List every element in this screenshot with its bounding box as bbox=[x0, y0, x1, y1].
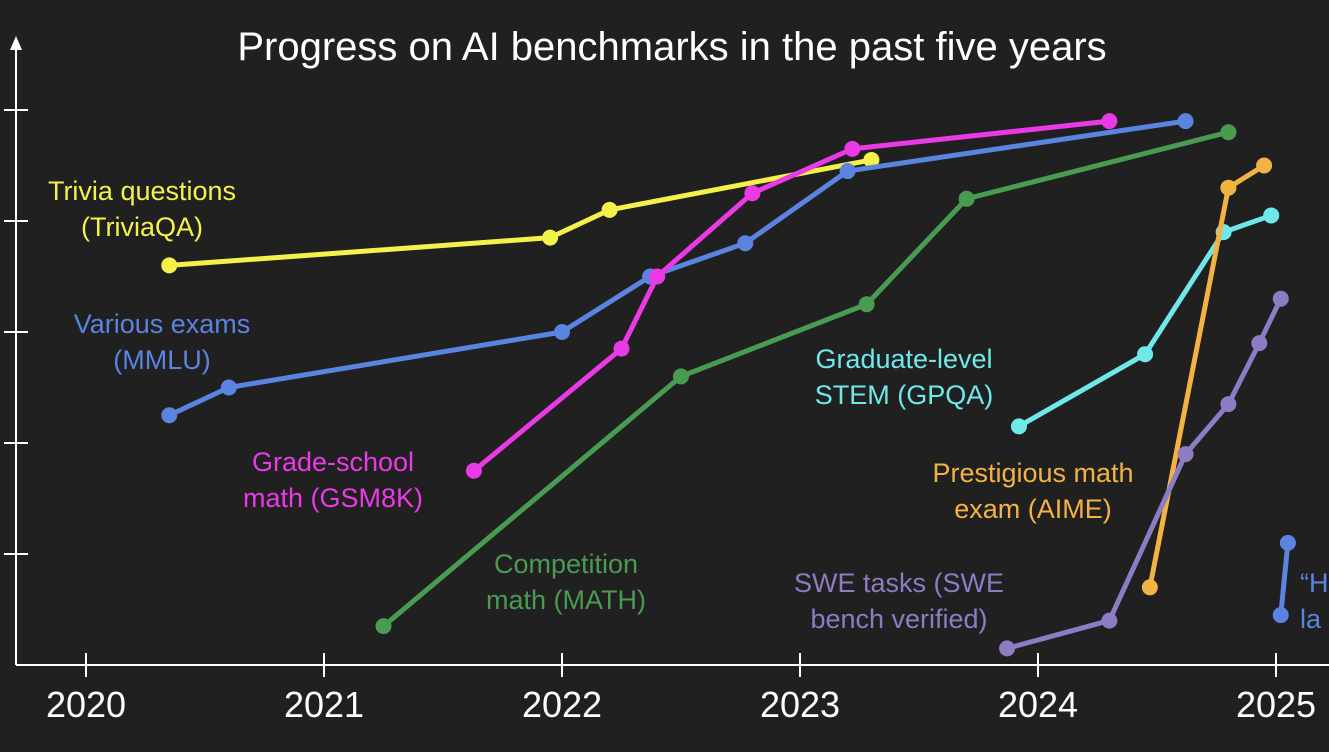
data-point bbox=[863, 151, 880, 168]
data-point bbox=[839, 163, 856, 180]
data-point bbox=[542, 229, 559, 246]
x-tick-label: 2020 bbox=[46, 684, 126, 725]
series-line bbox=[166, 157, 874, 268]
series-7 bbox=[1272, 534, 1296, 624]
series-line bbox=[471, 118, 1112, 474]
chart-title: Progress on AI benchmarks in the past fi… bbox=[237, 25, 1106, 69]
data-point bbox=[1177, 446, 1194, 463]
series-label: Trivia questions bbox=[48, 176, 236, 206]
data-point bbox=[1141, 579, 1158, 596]
data-point bbox=[1220, 124, 1237, 141]
series-label: “H bbox=[1300, 568, 1329, 598]
series-label: (MMLU) bbox=[113, 345, 210, 375]
data-point bbox=[1263, 207, 1280, 224]
data-point bbox=[161, 257, 178, 274]
series-line bbox=[1147, 163, 1267, 590]
series-label: la bbox=[1300, 604, 1322, 634]
data-point bbox=[1101, 113, 1118, 130]
data-point bbox=[1101, 612, 1118, 629]
data-point bbox=[601, 201, 618, 218]
series-label: Competition bbox=[494, 549, 638, 579]
series-labels: Trivia questions (TriviaQA) Various exams (… bbox=[48, 176, 1329, 634]
series-label: bench verified) bbox=[810, 604, 987, 634]
series-3 bbox=[375, 124, 1237, 635]
series-0 bbox=[161, 151, 880, 274]
series-label: Various exams bbox=[74, 309, 251, 339]
data-point bbox=[1279, 534, 1296, 551]
data-point bbox=[649, 268, 666, 285]
x-tick-label: 2024 bbox=[998, 684, 1078, 725]
data-point bbox=[858, 296, 875, 313]
data-point bbox=[844, 140, 861, 157]
x-tick-label: 2021 bbox=[284, 684, 364, 725]
data-point bbox=[1220, 179, 1237, 196]
series-2 bbox=[465, 113, 1118, 479]
series-label: SWE tasks (SWE bbox=[794, 568, 1004, 598]
x-tick-label: 2025 bbox=[1236, 684, 1316, 725]
x-tick-label: 2023 bbox=[760, 684, 840, 725]
data-point bbox=[161, 407, 178, 424]
data-point bbox=[1272, 607, 1289, 624]
series-4 bbox=[1010, 207, 1280, 435]
series-label: STEM (GPQA) bbox=[815, 380, 994, 410]
data-point bbox=[1010, 418, 1027, 435]
data-point bbox=[1256, 157, 1273, 174]
data-point bbox=[737, 235, 754, 252]
series-label: (TriviaQA) bbox=[81, 212, 203, 242]
data-point bbox=[1272, 290, 1289, 307]
data-point bbox=[1137, 346, 1154, 363]
y-axis-arrow bbox=[10, 36, 22, 50]
data-point bbox=[1220, 396, 1237, 413]
series-label: exam (AIME) bbox=[954, 494, 1112, 524]
series-label: Grade-school bbox=[252, 447, 414, 477]
data-point bbox=[375, 618, 392, 635]
series-label: math (MATH) bbox=[486, 585, 646, 615]
series-layer bbox=[161, 113, 1296, 657]
data-point bbox=[673, 368, 689, 385]
series-label: math (GSM8K) bbox=[243, 483, 423, 513]
series-5 bbox=[1141, 157, 1273, 596]
data-point bbox=[744, 185, 761, 202]
data-point bbox=[613, 340, 630, 357]
data-point bbox=[465, 462, 482, 479]
axes: 2020 2021 2022 2023 2024 2025 bbox=[4, 36, 1329, 725]
data-point bbox=[1251, 335, 1268, 352]
series-line bbox=[1016, 212, 1274, 429]
series-label: Prestigious math bbox=[932, 458, 1133, 488]
data-point bbox=[554, 324, 570, 340]
x-tick-label: 2022 bbox=[522, 684, 602, 725]
series-line bbox=[1004, 296, 1284, 651]
data-point bbox=[958, 190, 975, 207]
data-point bbox=[220, 379, 237, 396]
series-6 bbox=[999, 290, 1289, 657]
data-point bbox=[999, 640, 1016, 657]
series-label: Graduate-level bbox=[815, 344, 992, 374]
data-point bbox=[1177, 113, 1194, 130]
series-line bbox=[1278, 540, 1291, 618]
